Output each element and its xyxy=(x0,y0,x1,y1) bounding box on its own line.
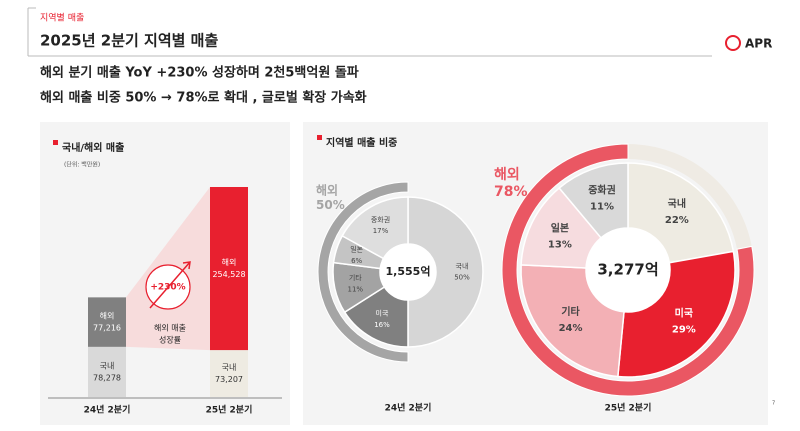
slice-name: 기타 xyxy=(349,273,362,282)
slice-name: 국내 xyxy=(456,261,469,270)
value-label: 50% xyxy=(454,274,470,282)
slice-name: 일본 xyxy=(350,245,363,254)
value-label: 11% xyxy=(590,202,614,213)
panel-title: 지역별 매출 비중 xyxy=(326,136,397,149)
value-label: 6% xyxy=(351,257,362,265)
value-label: 17% xyxy=(373,227,389,235)
ring-value: 78% xyxy=(494,184,528,200)
annotation-caption: 해외 매출 xyxy=(154,323,186,333)
panel-title: 국내/해외 매출 xyxy=(62,141,124,154)
bar xyxy=(210,350,248,397)
bar xyxy=(88,346,126,397)
slice-name: 일본 xyxy=(551,221,569,234)
segment-name: 국내 xyxy=(222,363,237,372)
annotation: +230% xyxy=(150,283,185,293)
ring-name: 해외 xyxy=(316,183,338,198)
donut-hole xyxy=(586,228,670,312)
bar xyxy=(210,187,248,351)
segment-name: 국내 xyxy=(100,361,115,370)
title: 2025년 2분기 지역별 매출 xyxy=(40,32,218,50)
value-label: 13% xyxy=(548,239,572,250)
annotation-caption: 성장률 xyxy=(159,335,181,345)
marker xyxy=(53,140,58,145)
value-label: 254,528 xyxy=(212,270,245,279)
annotation-arrow xyxy=(149,261,191,309)
segment-name: 해외 xyxy=(100,311,115,321)
ring-name: 해외 xyxy=(494,166,520,183)
logo-mark xyxy=(725,35,741,51)
ring xyxy=(317,181,409,363)
headline: 해외 매출 비중 50% → 78%로 확대 , 글로벌 확장 가속화 xyxy=(40,90,367,106)
slice-name: 미국 xyxy=(675,307,693,320)
segment-name: 해외 xyxy=(222,257,237,267)
x-tick-label: 24년 2분기 xyxy=(84,404,131,416)
slice-name: 미국 xyxy=(376,309,389,318)
donut-hole xyxy=(380,244,436,300)
unit: (단위: 백만원) xyxy=(64,161,100,169)
marker xyxy=(317,135,322,140)
slice-name: 중화권 xyxy=(588,185,616,197)
caption: 24년 2분기 xyxy=(385,402,432,414)
bar xyxy=(88,297,126,347)
value-label: 77,216 xyxy=(93,324,121,333)
page-number: 7 xyxy=(772,401,775,407)
value-label: 78,278 xyxy=(93,373,121,382)
slice-name: 중화권 xyxy=(371,216,390,224)
total: 1,555억 xyxy=(386,265,431,278)
frame xyxy=(27,7,36,56)
headline: 해외 분기 매출 YoY +230% 성장하며 2천5백억원 돌파 xyxy=(40,65,359,81)
value-label: 16% xyxy=(374,321,390,329)
section: 지역별 매출 xyxy=(40,13,84,24)
value-label: 73,207 xyxy=(215,375,243,384)
ring-value: 50% xyxy=(316,198,345,212)
caption: 25년 2분기 xyxy=(605,402,652,414)
value-label: 24% xyxy=(559,323,583,334)
value-label: 11% xyxy=(348,285,364,293)
x-tick-label: 25년 2분기 xyxy=(206,404,253,416)
slice-name: 기타 xyxy=(561,305,580,318)
total: 3,277억 xyxy=(597,261,658,279)
logo: APR xyxy=(745,37,772,51)
value-label: 29% xyxy=(672,325,696,336)
ring xyxy=(501,143,755,397)
slice-name: 국내 xyxy=(668,197,686,210)
value-label: 22% xyxy=(665,215,689,226)
